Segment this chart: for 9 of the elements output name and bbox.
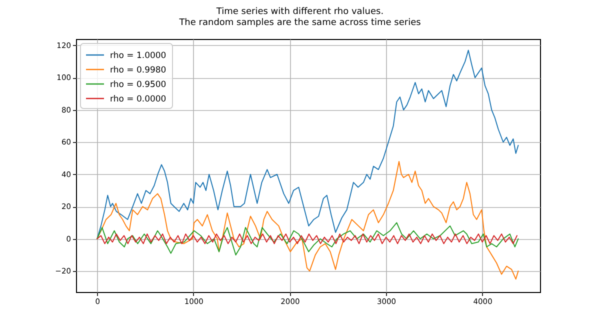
legend-label: rho = 0.9500 [110,80,166,90]
line-series [96,222,519,256]
line-series [96,50,519,240]
line-series [96,160,519,280]
line-series [96,233,518,244]
chart-title: Time series with different rho values. The random samples are the same across time series [178,7,422,28]
legend-label: rho = 0.0000 [110,94,166,104]
legend-label: rho = 0.9980 [110,66,166,76]
legend-label: rho = 1.0000 [110,51,166,61]
